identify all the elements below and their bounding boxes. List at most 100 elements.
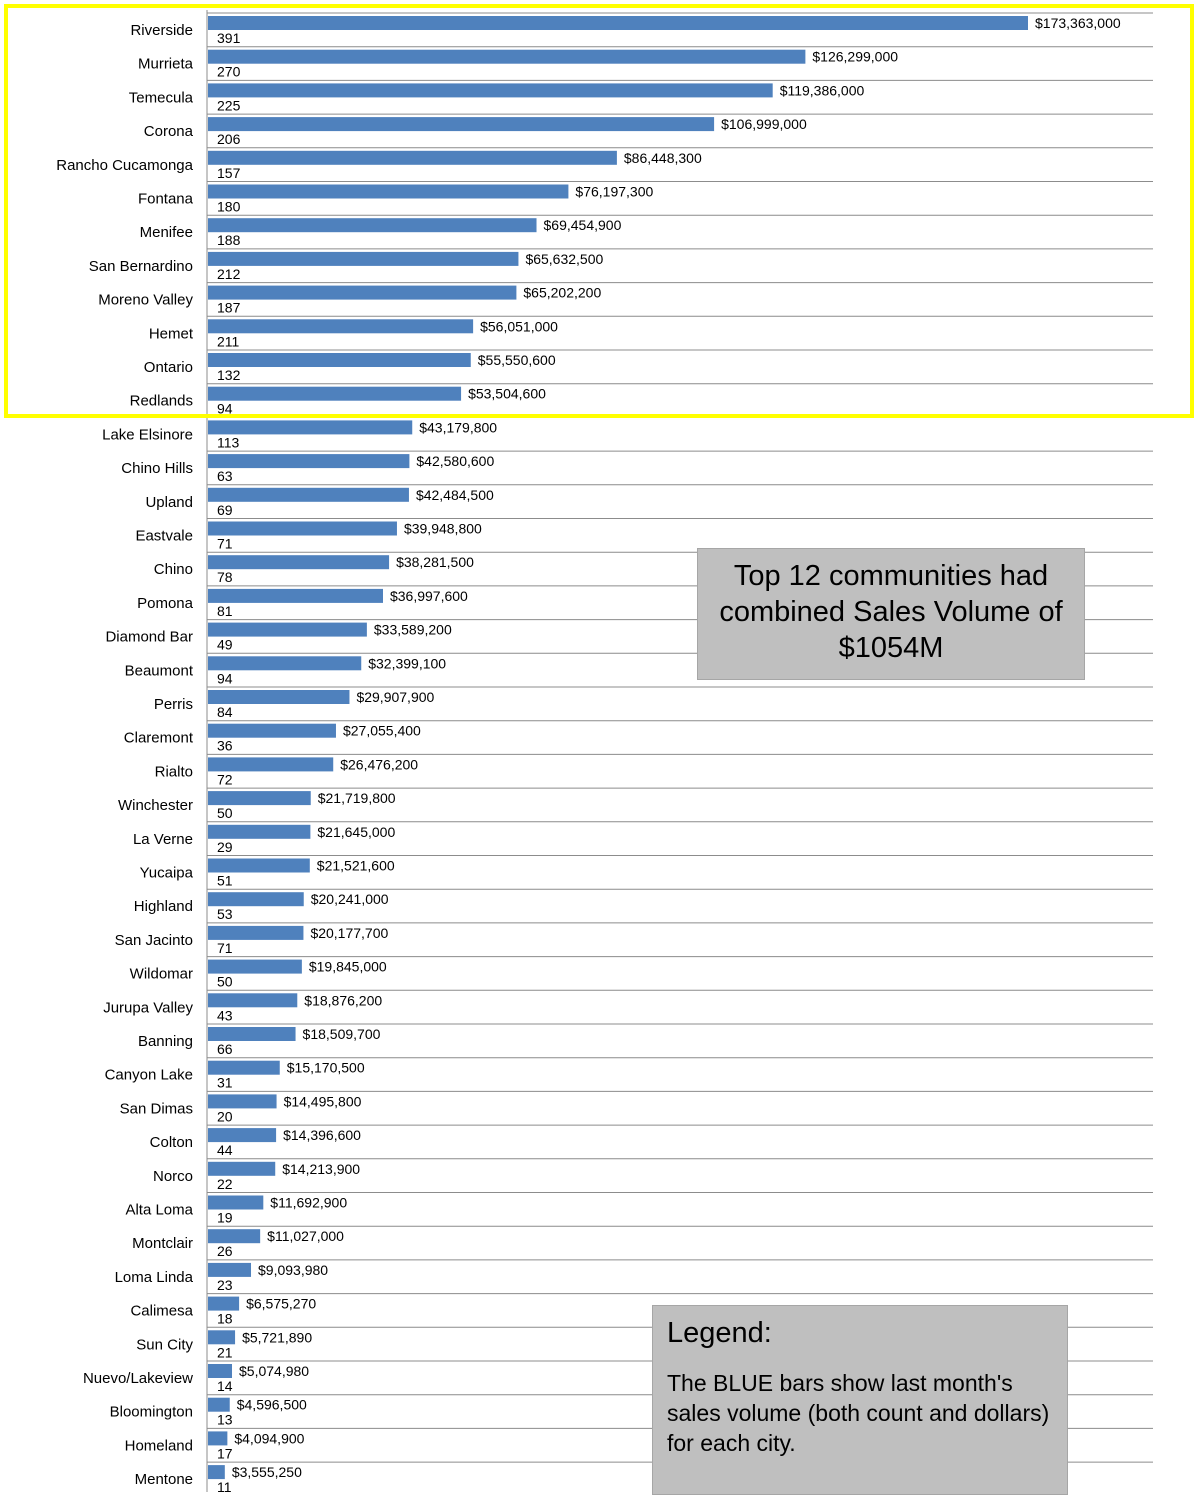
category-label: La Verne	[133, 831, 193, 848]
count-label: 26	[217, 1243, 233, 1259]
bar	[208, 1364, 233, 1378]
bar	[208, 925, 304, 940]
value-label: $21,645,000	[317, 824, 395, 840]
category-label: Canyon Lake	[105, 1067, 193, 1084]
bar	[208, 1161, 276, 1176]
category-label: San Bernardino	[89, 258, 193, 275]
category-label: Montclair	[132, 1235, 193, 1252]
bar	[208, 454, 410, 469]
category-label: Winchester	[118, 797, 193, 814]
bar	[208, 656, 362, 671]
value-label: $26,476,200	[340, 756, 418, 772]
bar	[208, 1431, 228, 1446]
value-label: $43,179,800	[419, 419, 497, 435]
bar	[208, 791, 311, 806]
category-label: Lake Elsinore	[102, 426, 193, 443]
category-label: Diamond Bar	[105, 629, 193, 646]
bar	[208, 1060, 280, 1075]
value-label: $6,575,270	[246, 1296, 316, 1312]
bar	[208, 1195, 264, 1210]
value-label: $65,632,500	[525, 251, 603, 267]
value-label: $19,845,000	[309, 959, 387, 975]
bar	[208, 1094, 277, 1109]
count-label: 212	[217, 266, 241, 282]
bar	[208, 83, 773, 98]
legend-description: The BLUE bars show last month's sales vo…	[667, 1370, 1050, 1456]
value-label: $126,299,000	[812, 49, 898, 65]
value-label: $20,177,700	[310, 925, 388, 941]
value-label: $55,550,600	[478, 352, 556, 368]
value-label: $27,055,400	[343, 723, 421, 739]
bar	[208, 1397, 230, 1412]
count-label: 43	[217, 1007, 233, 1023]
category-label: Perris	[154, 696, 193, 713]
value-label: $21,719,800	[318, 790, 396, 806]
count-label: 180	[217, 199, 241, 215]
category-label: Colton	[150, 1134, 193, 1151]
count-label: 69	[217, 502, 233, 518]
count-label: 21	[217, 1344, 233, 1360]
count-label: 84	[217, 704, 233, 720]
count-label: 44	[217, 1142, 233, 1158]
bar	[208, 892, 304, 907]
category-label: Calimesa	[130, 1303, 193, 1320]
count-label: 31	[217, 1075, 233, 1091]
category-label: Riverside	[130, 22, 193, 39]
value-label: $4,094,900	[234, 1430, 304, 1446]
count-label: 29	[217, 839, 233, 855]
bar	[208, 251, 519, 266]
bar	[208, 319, 474, 334]
category-label: Banning	[138, 1033, 193, 1050]
value-label: $65,202,200	[523, 285, 601, 301]
bar	[208, 1229, 261, 1244]
value-label: $86,448,300	[624, 150, 702, 166]
value-label: $15,170,500	[287, 1060, 365, 1076]
bar	[208, 386, 462, 401]
value-label: $3,555,250	[232, 1464, 302, 1480]
bar	[208, 487, 409, 502]
category-label: Wildomar	[130, 966, 193, 983]
category-label: Moreno Valley	[98, 292, 193, 309]
count-label: 13	[217, 1412, 233, 1428]
category-label: Rialto	[155, 763, 193, 780]
count-label: 157	[217, 165, 241, 181]
count-label: 51	[217, 873, 233, 889]
value-label: $119,386,000	[780, 82, 865, 98]
category-label: San Jacinto	[115, 932, 193, 949]
value-label: $29,907,900	[356, 689, 434, 705]
category-label: Eastvale	[135, 528, 193, 545]
bar	[208, 150, 617, 165]
count-label: 11	[217, 1479, 232, 1492]
count-label: 50	[217, 805, 233, 821]
category-label: Sun City	[136, 1336, 193, 1353]
bar	[208, 16, 1028, 30]
count-label: 188	[217, 232, 241, 248]
bar	[208, 184, 569, 199]
value-label: $53,504,600	[468, 386, 546, 402]
value-label: $14,495,800	[284, 1093, 362, 1109]
value-label: $106,999,000	[721, 116, 807, 132]
bar	[208, 1330, 236, 1345]
value-label: $11,027,000	[267, 1228, 344, 1244]
value-label: $20,241,000	[311, 891, 389, 907]
count-label: 71	[217, 940, 233, 956]
value-label: $14,396,600	[283, 1127, 361, 1143]
value-label: $56,051,000	[480, 318, 558, 334]
value-label: $32,399,100	[368, 655, 446, 671]
count-label: 18	[217, 1311, 233, 1327]
count-label: 71	[217, 536, 233, 552]
count-label: 270	[217, 64, 241, 80]
summary-callout: Top 12 communities had combined Sales Vo…	[697, 548, 1085, 680]
summary-text: Top 12 communities had combined Sales Vo…	[719, 560, 1063, 664]
bar	[208, 858, 310, 873]
bar	[208, 285, 517, 300]
value-label: $36,997,600	[390, 588, 468, 604]
count-label: 53	[217, 906, 233, 922]
legend-box: Legend: The BLUE bars show last month's …	[652, 1305, 1068, 1495]
count-label: 94	[217, 401, 233, 417]
category-label: Hemet	[149, 325, 194, 342]
bar	[208, 1296, 240, 1311]
value-label: $39,948,800	[404, 521, 482, 537]
value-label: $76,197,300	[575, 184, 653, 200]
